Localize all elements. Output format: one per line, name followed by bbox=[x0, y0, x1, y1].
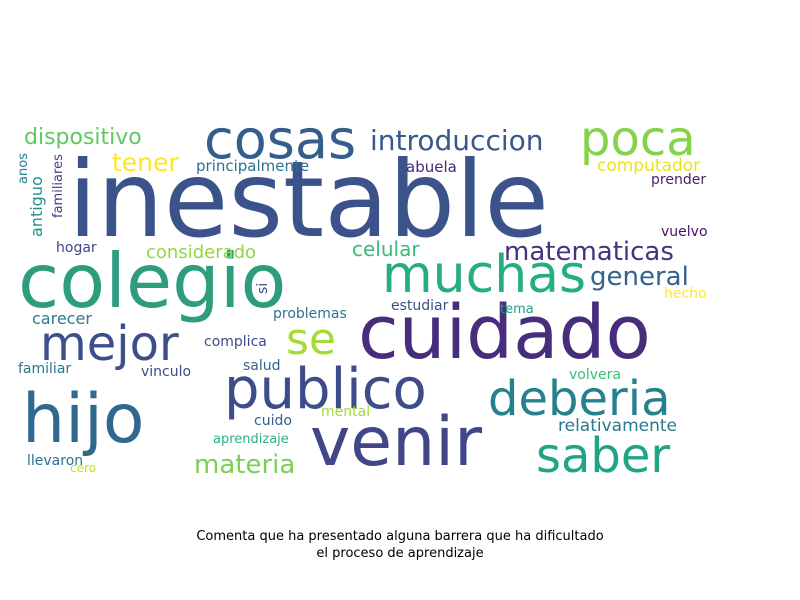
word-tema: tema bbox=[500, 302, 534, 317]
word-deberia: deberia bbox=[488, 371, 670, 427]
word-carecer: carecer bbox=[32, 309, 92, 328]
word-vuelvo: vuelvo bbox=[661, 224, 708, 240]
word-publico: publico bbox=[224, 357, 427, 422]
word-relativamente: relativamente bbox=[558, 416, 677, 436]
word-computador: computador bbox=[597, 156, 700, 176]
word-cuidado: cuidado bbox=[358, 290, 651, 376]
word-se: se bbox=[286, 314, 336, 365]
word-cero: cero bbox=[70, 461, 96, 475]
word-volvera: volvera bbox=[569, 367, 621, 383]
word-introduccion: introduccion bbox=[370, 124, 544, 157]
word-hijo: hijo bbox=[22, 380, 145, 459]
word-considerado: considerado bbox=[146, 242, 256, 263]
word-aprendizaje: aprendizaje bbox=[213, 432, 289, 447]
word-hogar: hogar bbox=[56, 240, 97, 256]
word-estudiar: estudiar bbox=[391, 298, 449, 314]
word-complica: complica bbox=[204, 334, 267, 350]
word-anos: anos bbox=[16, 153, 31, 184]
word-muchas: muchas bbox=[382, 245, 586, 305]
word-cosas: cosas bbox=[204, 108, 356, 171]
word-cloud-caption: Comenta que ha presentado alguna barrera… bbox=[100, 528, 700, 562]
word-matematicas: matematicas bbox=[504, 237, 674, 267]
word-saber: saber bbox=[536, 428, 670, 484]
word-familiar: familiar bbox=[18, 361, 71, 377]
word-vinculo: vinculo bbox=[141, 364, 191, 380]
word-mejor: mejor bbox=[40, 316, 179, 372]
word-poca: poca bbox=[580, 111, 696, 167]
word-familiares: familiares bbox=[51, 154, 66, 218]
word-principalmente: principalmente bbox=[196, 157, 309, 175]
word-materia: materia bbox=[194, 450, 295, 480]
word-llevaron: llevaron bbox=[27, 453, 83, 469]
word-prender: prender bbox=[651, 172, 706, 188]
word-celular: celular bbox=[352, 237, 420, 261]
caption-line-1: Comenta que ha presentado alguna barrera… bbox=[196, 529, 604, 544]
word-tener: tener bbox=[112, 148, 179, 177]
word-si: si bbox=[255, 283, 271, 294]
word-inestable: inestable bbox=[68, 139, 549, 261]
word-hecho: hecho bbox=[664, 286, 707, 302]
word-dispositivo: dispositivo bbox=[24, 125, 142, 150]
word-antiguo: antiguo bbox=[27, 176, 46, 237]
word-problemas: problemas bbox=[273, 306, 347, 322]
word-cuido: cuido bbox=[254, 413, 292, 429]
word-venir: venir bbox=[310, 403, 482, 482]
word-colegio: colegio bbox=[18, 237, 286, 325]
caption-line-2: el proceso de aprendizaje bbox=[316, 546, 484, 561]
word-abuela: abuela bbox=[406, 158, 457, 176]
word-mental: mental bbox=[321, 404, 370, 420]
word-salud: salud bbox=[243, 358, 281, 374]
word-general: general bbox=[590, 262, 689, 292]
